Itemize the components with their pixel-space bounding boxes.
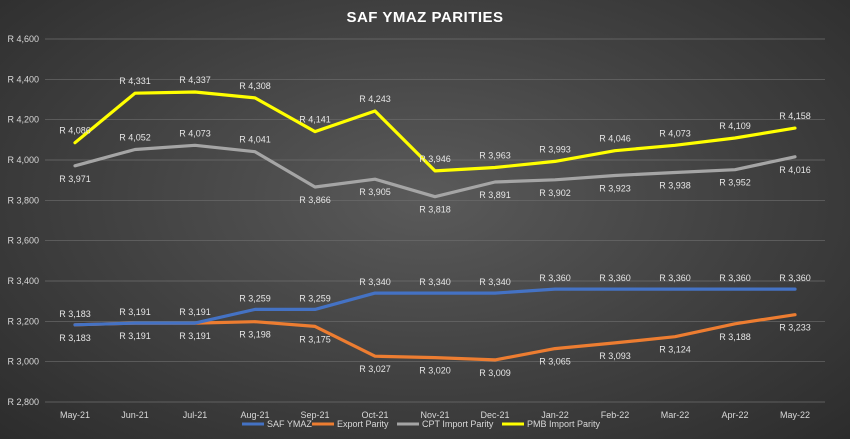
data-label: R 3,360 <box>659 273 691 283</box>
x-tick-label: Mar-22 <box>661 410 690 420</box>
x-tick-label: May-22 <box>780 410 810 420</box>
y-tick-label: R 3,800 <box>7 195 39 205</box>
data-label: R 4,046 <box>599 134 631 144</box>
data-label: R 3,946 <box>419 154 451 164</box>
legend-label: SAF YMAZ <box>267 419 312 429</box>
data-label: R 3,233 <box>779 323 811 333</box>
data-label: R 3,191 <box>119 331 151 341</box>
data-label: R 3,009 <box>479 368 511 378</box>
data-label: R 3,188 <box>719 332 751 342</box>
data-label: R 4,041 <box>239 135 271 145</box>
data-label: R 3,952 <box>719 178 751 188</box>
y-tick-label: R 3,000 <box>7 357 39 367</box>
data-label: R 4,308 <box>239 81 271 91</box>
data-label: R 3,360 <box>599 273 631 283</box>
y-tick-label: R 3,600 <box>7 236 39 246</box>
data-label: R 3,191 <box>179 307 211 317</box>
x-tick-label: Nov-21 <box>420 410 449 420</box>
data-label: R 3,027 <box>359 364 391 374</box>
data-label: R 3,198 <box>239 330 271 340</box>
data-label: R 3,971 <box>59 174 91 184</box>
data-label: R 4,158 <box>779 111 811 121</box>
data-label: R 3,340 <box>479 277 511 287</box>
data-label: R 3,020 <box>419 366 451 376</box>
data-label: R 4,331 <box>119 76 151 86</box>
data-label: R 3,191 <box>119 307 151 317</box>
data-label: R 4,016 <box>779 165 811 175</box>
y-tick-label: R 3,200 <box>7 316 39 326</box>
x-tick-label: Apr-22 <box>721 410 748 420</box>
data-label: R 3,938 <box>659 181 691 191</box>
data-label: R 4,086 <box>59 126 91 136</box>
data-label: R 3,891 <box>479 190 511 200</box>
y-tick-label: R 4,400 <box>7 74 39 84</box>
data-label: R 3,183 <box>59 333 91 343</box>
data-label: R 3,360 <box>719 273 751 283</box>
data-label: R 3,902 <box>539 188 571 198</box>
data-label: R 3,183 <box>59 309 91 319</box>
x-tick-label: Sep-21 <box>300 410 329 420</box>
data-label: R 4,141 <box>299 115 331 125</box>
x-tick-label: May-21 <box>60 410 90 420</box>
x-tick-label: Aug-21 <box>240 410 269 420</box>
data-label: R 3,259 <box>299 293 331 303</box>
data-label: R 3,963 <box>479 150 511 160</box>
y-tick-label: R 4,000 <box>7 155 39 165</box>
x-tick-label: Jan-22 <box>541 410 569 420</box>
data-label: R 4,109 <box>719 121 751 131</box>
data-label: R 3,124 <box>659 345 691 355</box>
y-tick-label: R 2,800 <box>7 397 39 407</box>
x-tick-label: Dec-21 <box>480 410 509 420</box>
data-label: R 4,073 <box>659 128 691 138</box>
data-label: R 4,073 <box>179 128 211 138</box>
series-line-0 <box>73 287 797 327</box>
data-label: R 3,923 <box>599 184 631 194</box>
data-label: R 3,093 <box>599 351 631 361</box>
data-label: R 3,905 <box>359 187 391 197</box>
data-label: R 3,866 <box>299 195 331 205</box>
data-label: R 3,360 <box>539 273 571 283</box>
data-label: R 3,175 <box>299 334 331 344</box>
x-tick-label: Oct-21 <box>361 410 388 420</box>
series-line-2 <box>73 143 797 199</box>
legend-label: CPT Import Parity <box>422 419 494 429</box>
legend-label: PMB Import Parity <box>527 419 601 429</box>
data-label: R 3,340 <box>359 277 391 287</box>
data-label: R 3,993 <box>539 144 571 154</box>
data-label: R 4,337 <box>179 75 211 85</box>
y-tick-label: R 4,200 <box>7 115 39 125</box>
data-label: R 3,340 <box>419 277 451 287</box>
data-label: R 4,243 <box>359 94 391 104</box>
data-label: R 3,191 <box>179 331 211 341</box>
series-line-3 <box>73 90 797 173</box>
y-tick-label: R 4,600 <box>7 34 39 44</box>
x-tick-label: Jul-21 <box>183 410 208 420</box>
data-label: R 3,360 <box>779 273 811 283</box>
data-label: R 3,818 <box>419 205 451 215</box>
x-tick-label: Feb-22 <box>601 410 630 420</box>
chart-title: SAF YMAZ PARITIES <box>346 9 504 26</box>
data-label: R 4,052 <box>119 133 151 143</box>
y-tick-label: R 3,400 <box>7 276 39 286</box>
legend-label: Export Parity <box>337 419 389 429</box>
x-tick-label: Jun-21 <box>121 410 149 420</box>
data-label: R 3,065 <box>539 357 571 367</box>
data-label: R 3,259 <box>239 293 271 303</box>
